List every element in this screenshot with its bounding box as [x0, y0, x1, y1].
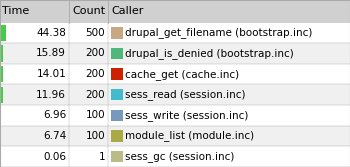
Bar	[0, 43, 350, 64]
Text: 15.89: 15.89	[36, 48, 66, 58]
Bar	[0, 146, 350, 167]
Bar	[1, 87, 3, 103]
Text: drupal_get_filename (bootstrap.inc): drupal_get_filename (bootstrap.inc)	[125, 27, 312, 38]
Text: drupal_is_denied (bootstrap.inc): drupal_is_denied (bootstrap.inc)	[125, 48, 293, 59]
Text: 200: 200	[85, 69, 105, 79]
Text: module_list (module.inc): module_list (module.inc)	[125, 131, 254, 141]
Bar	[0, 0, 350, 23]
Bar	[111, 27, 123, 39]
Bar	[111, 89, 123, 100]
Bar	[0, 64, 350, 85]
Text: 200: 200	[85, 48, 105, 58]
Bar	[111, 110, 123, 121]
Text: 100: 100	[85, 131, 105, 141]
Text: 0.06: 0.06	[43, 152, 66, 162]
Bar	[1, 25, 6, 41]
Text: Count: Count	[72, 6, 106, 16]
Bar	[111, 151, 123, 162]
Text: 100: 100	[85, 110, 105, 120]
Text: 14.01: 14.01	[36, 69, 66, 79]
Text: 6.96: 6.96	[43, 110, 66, 120]
Bar	[0, 126, 350, 146]
Text: sess_gc (session.inc): sess_gc (session.inc)	[125, 151, 234, 162]
Text: cache_get (cache.inc): cache_get (cache.inc)	[125, 69, 239, 80]
Bar	[111, 130, 123, 142]
Bar	[111, 48, 123, 59]
Text: 1: 1	[98, 152, 105, 162]
Text: 11.96: 11.96	[36, 90, 66, 100]
Text: 6.74: 6.74	[43, 131, 66, 141]
Text: 500: 500	[85, 28, 105, 38]
Text: Caller: Caller	[111, 6, 144, 16]
Bar	[0, 23, 350, 43]
Bar	[111, 68, 123, 80]
Bar	[1, 66, 3, 82]
Text: sess_write (session.inc): sess_write (session.inc)	[125, 110, 248, 121]
Bar	[1, 45, 3, 62]
Text: 200: 200	[85, 90, 105, 100]
Text: 44.38: 44.38	[36, 28, 66, 38]
Bar	[0, 105, 350, 126]
Text: sess_read (session.inc): sess_read (session.inc)	[125, 89, 245, 100]
Bar	[0, 85, 350, 105]
Text: Time: Time	[2, 6, 29, 16]
